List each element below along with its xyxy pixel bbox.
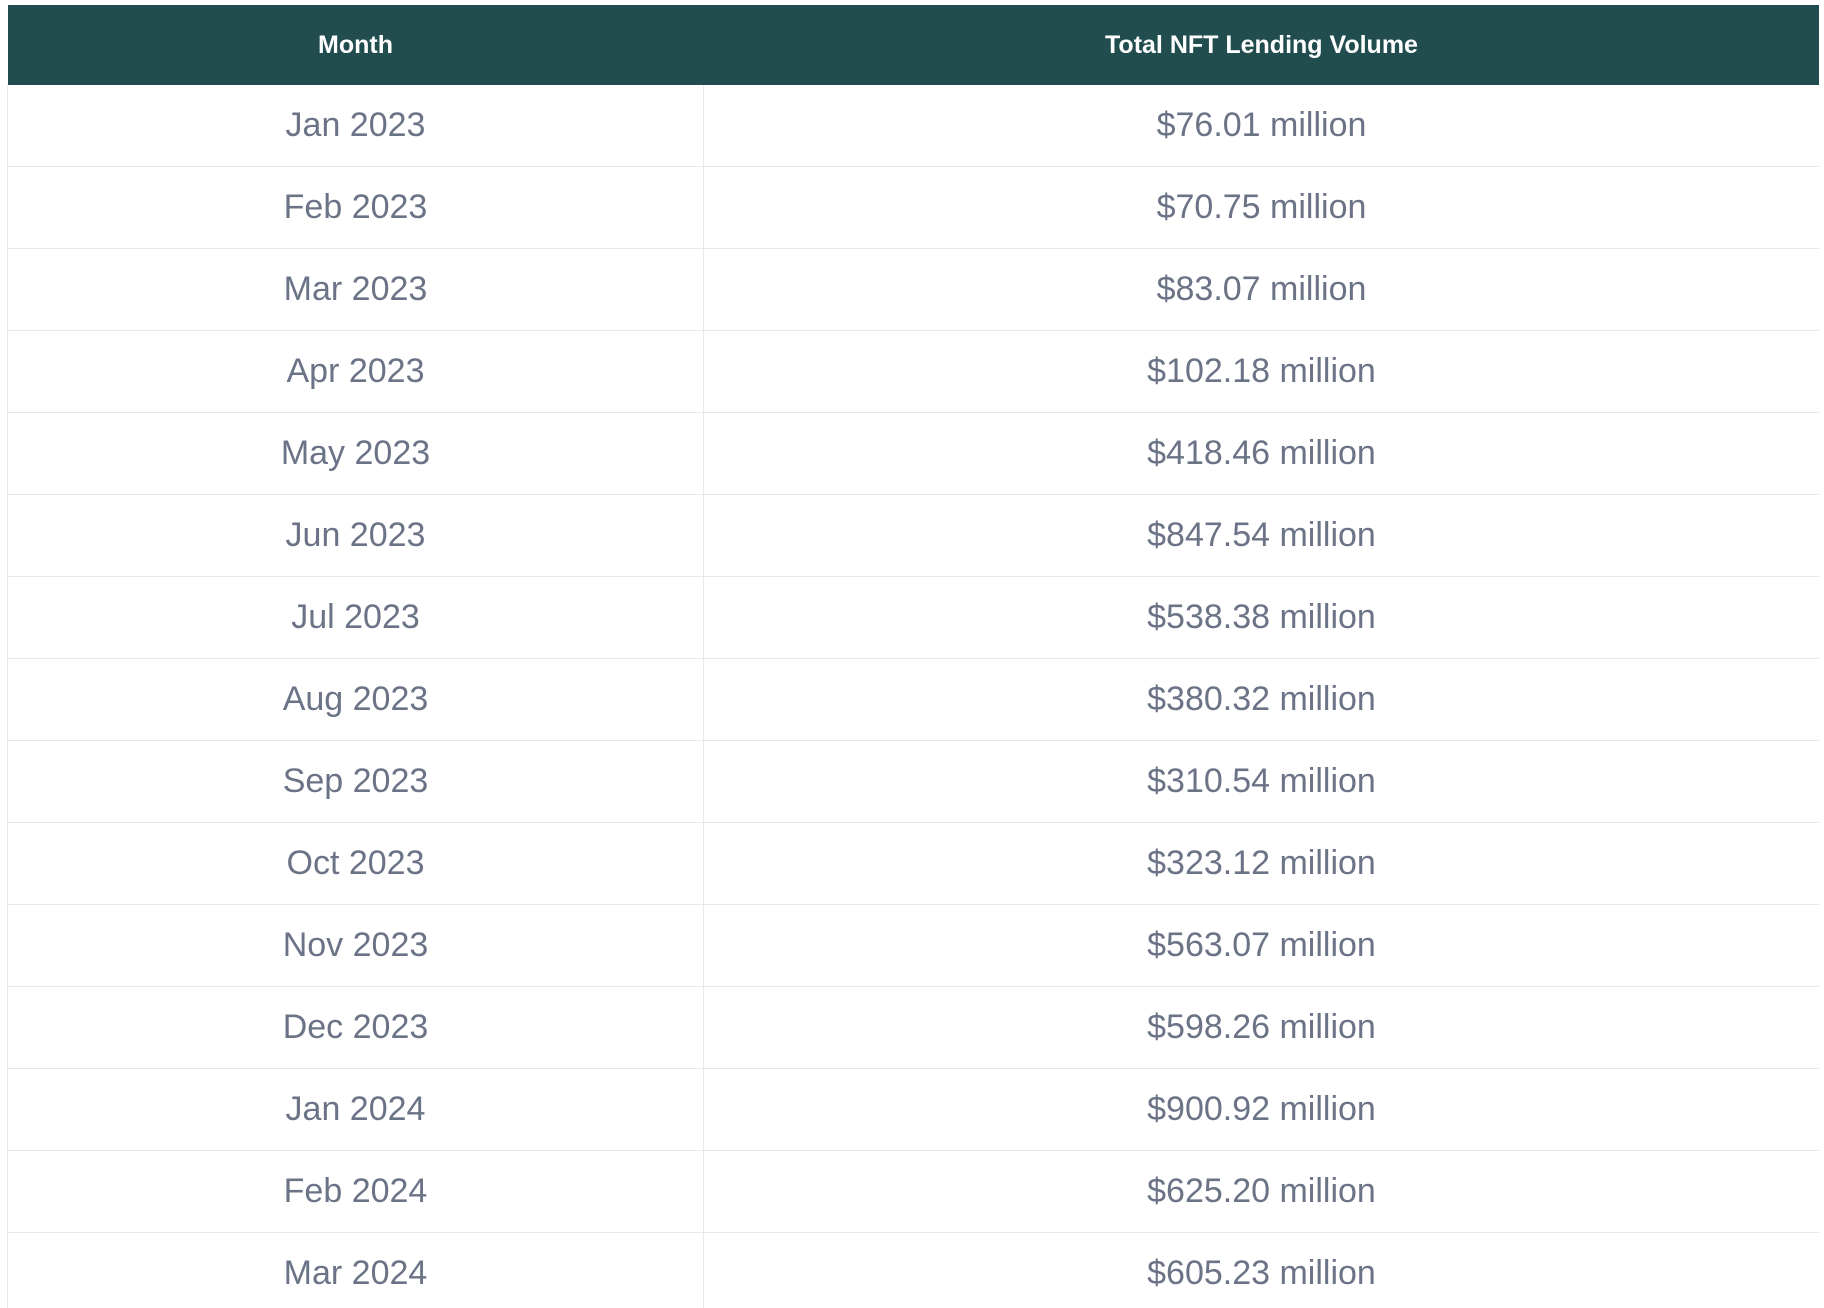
volume-cell: $310.54 million	[703, 740, 1819, 823]
volume-cell: $102.18 million	[703, 330, 1819, 413]
month-cell: Aug 2023	[7, 658, 704, 741]
month-cell: Sep 2023	[7, 740, 704, 823]
table-row: Mar 2024 $605.23 million	[7, 1232, 1819, 1308]
table-row: Jan 2024 $900.92 million	[7, 1068, 1819, 1151]
header-row: Month Total NFT Lending Volume	[7, 5, 1819, 85]
nft-lending-volume-table-container: Month Total NFT Lending Volume Jan 2023 $…	[7, 5, 1819, 1308]
volume-cell: $605.23 million	[703, 1232, 1819, 1308]
month-cell: Oct 2023	[7, 822, 704, 905]
volume-cell: $847.54 million	[703, 494, 1819, 577]
month-cell: Jan 2023	[7, 85, 704, 167]
volume-cell: $83.07 million	[703, 248, 1819, 331]
table-row: Feb 2023 $70.75 million	[7, 166, 1819, 249]
header-total-nft-lending-volume: Total NFT Lending Volume	[703, 5, 1819, 85]
month-cell: Jan 2024	[7, 1068, 704, 1151]
table-body: Jan 2023 $76.01 million Feb 2023 $70.75 mil…	[7, 85, 1819, 1308]
table-header: Month Total NFT Lending Volume	[7, 5, 1819, 85]
volume-cell: $418.46 million	[703, 412, 1819, 495]
volume-cell: $76.01 million	[703, 85, 1819, 167]
table-row: Nov 2023 $563.07 million	[7, 904, 1819, 987]
month-cell: Feb 2023	[7, 166, 704, 249]
month-cell: Mar 2024	[7, 1232, 704, 1308]
volume-cell: $70.75 million	[703, 166, 1819, 249]
table-row: Jun 2023 $847.54 million	[7, 494, 1819, 577]
nft-lending-volume-table: Month Total NFT Lending Volume Jan 2023 $…	[7, 5, 1819, 1308]
table-row: Aug 2023 $380.32 million	[7, 658, 1819, 741]
month-cell: May 2023	[7, 412, 704, 495]
volume-cell: $625.20 million	[703, 1150, 1819, 1233]
table-row: Feb 2024 $625.20 million	[7, 1150, 1819, 1233]
table-row: May 2023 $418.46 million	[7, 412, 1819, 495]
month-cell: Jun 2023	[7, 494, 704, 577]
volume-cell: $900.92 million	[703, 1068, 1819, 1151]
volume-cell: $598.26 million	[703, 986, 1819, 1069]
table-row: Mar 2023 $83.07 million	[7, 248, 1819, 331]
month-cell: Apr 2023	[7, 330, 704, 413]
month-cell: Jul 2023	[7, 576, 704, 659]
volume-cell: $380.32 million	[703, 658, 1819, 741]
header-month: Month	[7, 5, 704, 85]
table-row: Sep 2023 $310.54 million	[7, 740, 1819, 823]
month-cell: Feb 2024	[7, 1150, 704, 1233]
volume-cell: $563.07 million	[703, 904, 1819, 987]
table-row: Jul 2023 $538.38 million	[7, 576, 1819, 659]
volume-cell: $323.12 million	[703, 822, 1819, 905]
table-row: Jan 2023 $76.01 million	[7, 85, 1819, 167]
month-cell: Mar 2023	[7, 248, 704, 331]
month-cell: Nov 2023	[7, 904, 704, 987]
table-row: Apr 2023 $102.18 million	[7, 330, 1819, 413]
month-cell: Dec 2023	[7, 986, 704, 1069]
table-row: Oct 2023 $323.12 million	[7, 822, 1819, 905]
table-row: Dec 2023 $598.26 million	[7, 986, 1819, 1069]
volume-cell: $538.38 million	[703, 576, 1819, 659]
